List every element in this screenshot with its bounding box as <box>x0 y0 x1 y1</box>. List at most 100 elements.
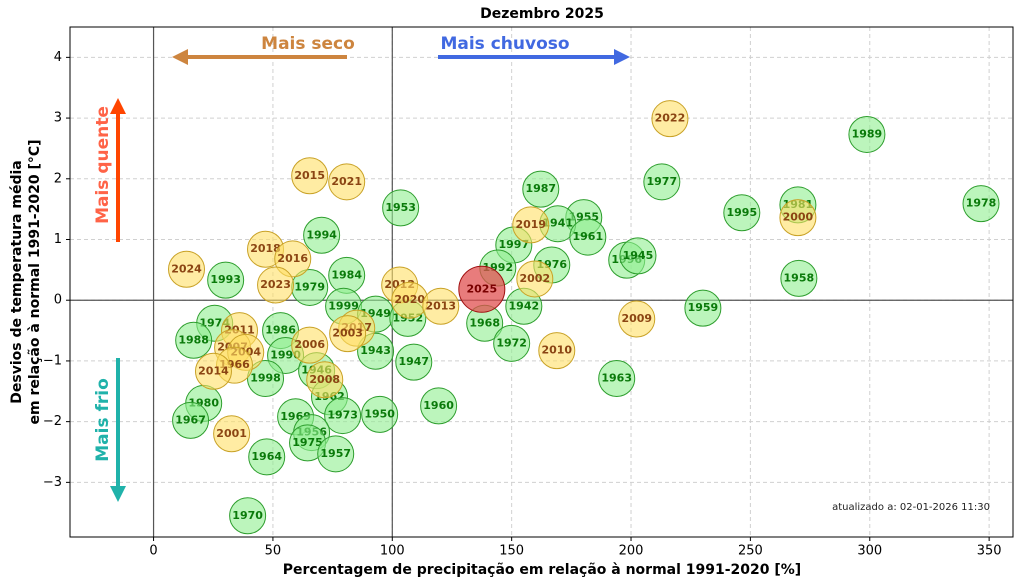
bubble <box>172 401 210 439</box>
point-label: 2002 <box>520 272 551 285</box>
bubble <box>317 435 355 473</box>
bubble <box>598 360 636 398</box>
point-label: 2025 <box>467 282 498 295</box>
bubble <box>207 261 245 299</box>
point-label: 1964 <box>251 450 282 463</box>
point-label: 2014 <box>198 364 229 377</box>
bubble <box>538 332 576 370</box>
bubble <box>618 300 656 338</box>
bubble <box>723 194 761 232</box>
bubble <box>395 343 433 381</box>
bubble <box>291 157 329 195</box>
point-label: 2018 <box>250 242 281 255</box>
point-label: 2006 <box>294 338 325 351</box>
bubble <box>248 438 286 476</box>
bubble <box>291 326 329 364</box>
point-label: 1978 <box>966 197 997 210</box>
bubble <box>306 361 344 399</box>
bubble <box>175 321 213 359</box>
bubble <box>324 397 362 435</box>
point-label: 1942 <box>509 299 540 312</box>
x-tick-label: 250 <box>738 544 763 559</box>
point-label: 1989 <box>852 127 883 140</box>
bubble <box>516 260 554 298</box>
bubble <box>328 163 366 201</box>
bubble <box>458 265 506 313</box>
point-label: 1970 <box>232 509 263 522</box>
x-tick-label: 200 <box>619 544 644 559</box>
point-label: 1958 <box>784 271 815 284</box>
x-tick-label: 100 <box>380 544 405 559</box>
point-label: 2013 <box>425 299 456 312</box>
bubble <box>780 259 818 297</box>
point-label: 2023 <box>260 278 291 291</box>
chart-title: Dezembro 2025 <box>480 6 604 22</box>
y-tick-label: −2 <box>43 414 62 429</box>
bubble <box>257 266 295 304</box>
bubble <box>779 199 817 237</box>
point-label: 2008 <box>309 373 340 386</box>
x-tick-label: 150 <box>499 544 524 559</box>
point-label: 1973 <box>327 409 358 422</box>
bubble <box>274 240 312 278</box>
y-tick-label: 3 <box>54 111 62 126</box>
point-label: 2015 <box>294 169 325 182</box>
bubble <box>619 237 657 275</box>
point-label: 2019 <box>515 218 546 231</box>
point-label: 1984 <box>331 268 362 281</box>
point-label: 2016 <box>277 252 308 265</box>
bubble <box>643 163 681 201</box>
bubble <box>522 170 560 208</box>
point-label: 1972 <box>496 336 527 349</box>
point-label: 2021 <box>331 175 362 188</box>
bubble <box>247 360 285 398</box>
point-label: 1988 <box>178 333 209 346</box>
point-label: 1999 <box>328 299 359 312</box>
point-label: 2001 <box>216 427 247 440</box>
x-tick-label: 300 <box>857 544 882 559</box>
y-tick-label: −3 <box>43 475 62 490</box>
bubble <box>329 315 367 353</box>
bubble <box>361 395 399 433</box>
point-label: 1961 <box>573 230 604 243</box>
point-label: 1977 <box>647 175 678 188</box>
x-tick-label: 350 <box>977 544 1002 559</box>
point-label: 1947 <box>398 355 429 368</box>
point-label: 1953 <box>385 201 416 214</box>
point-label: 1957 <box>320 447 351 460</box>
plot-frame <box>69 26 1014 538</box>
point-label: 2010 <box>541 344 572 357</box>
bubble <box>848 115 886 153</box>
point-label: 1994 <box>306 228 337 241</box>
point-label: 1987 <box>525 182 556 195</box>
y-tick-label: 2 <box>54 171 62 186</box>
point-label: 1997 <box>498 238 529 251</box>
point-label: 1967 <box>175 413 206 426</box>
point-label: 2024 <box>171 262 202 275</box>
bubble <box>420 387 458 425</box>
update-note: atualizado a: 02-01-2026 11:30 <box>832 502 990 513</box>
point-label: 1986 <box>265 324 296 337</box>
point-label: 1995 <box>726 206 757 219</box>
point-label: 1998 <box>250 372 281 385</box>
y-axis-label: Desvios de temperatura média <box>9 160 25 403</box>
x-tick-label: 50 <box>265 544 282 559</box>
bubble <box>684 289 722 327</box>
point-label: 2009 <box>621 312 652 325</box>
point-label: 2022 <box>655 112 686 125</box>
bubble <box>168 250 206 288</box>
point-label: 1975 <box>292 436 323 449</box>
point-label: 1959 <box>688 301 719 314</box>
point-label: 1941 <box>542 217 573 230</box>
bubble <box>962 185 1000 223</box>
y-axis-label: em relação à normal 1991-2020 [°C] <box>27 139 43 424</box>
annotation: Mais quente <box>93 106 113 224</box>
y-tick-label: −1 <box>43 353 62 368</box>
point-label: 1968 <box>469 316 500 329</box>
bubble <box>422 287 460 325</box>
bubble <box>512 206 550 244</box>
y-tick-label: 1 <box>54 232 62 247</box>
bubble <box>382 189 420 227</box>
bubble <box>651 100 689 138</box>
